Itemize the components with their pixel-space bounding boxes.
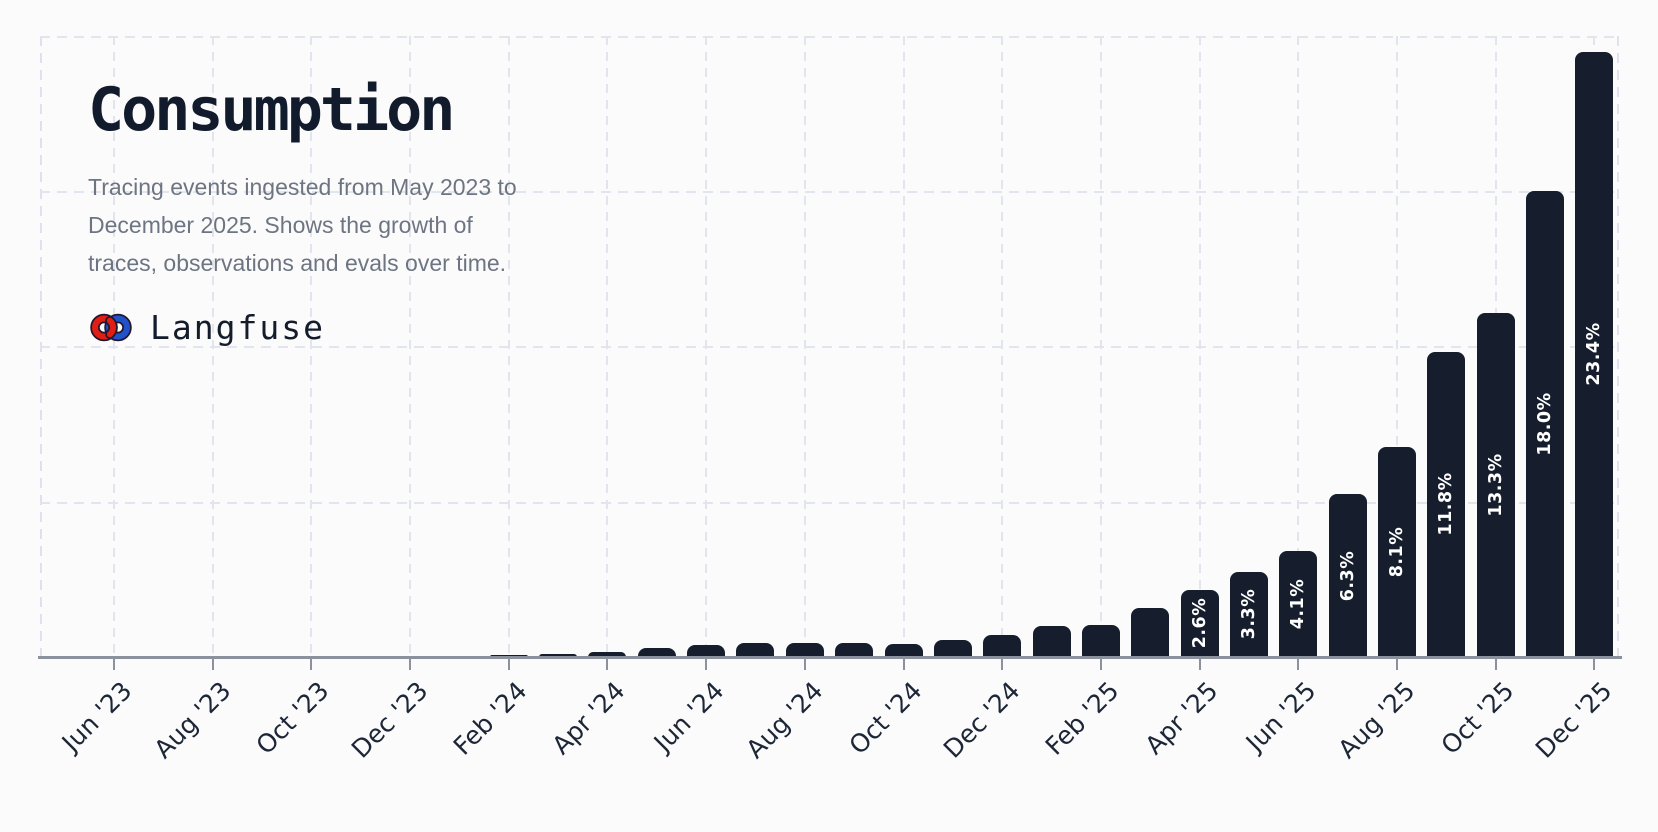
subtitle-line-2: December 2025. Shows the growth of [88, 212, 473, 238]
page-title: Consumption [88, 75, 455, 145]
bar-value-label: 8.1% [1386, 526, 1407, 578]
bar-value-label: 2.6% [1189, 598, 1210, 649]
bar-Aug-24[interactable] [785, 642, 824, 657]
bar-Oct-24[interactable] [884, 644, 923, 657]
bar-value-label: 13.3% [1485, 453, 1506, 517]
bar-value-label: 18.0% [1534, 392, 1555, 456]
x-axis-tick [310, 657, 313, 670]
x-axis-tick [1593, 657, 1596, 670]
x-tick-label: Jun '23 [56, 676, 138, 758]
x-tick-label: Jun '25 [1240, 676, 1322, 758]
bar-Jan-25[interactable] [1032, 625, 1071, 657]
bar-Jul-25[interactable]: 6.3% [1328, 494, 1367, 657]
bar-Mar-24[interactable] [539, 654, 578, 657]
x-axis-tick [1099, 657, 1102, 670]
bar-value-label: 6.3% [1337, 550, 1358, 601]
bar-Sep-25[interactable]: 11.8% [1427, 351, 1466, 657]
gridline-h-18pct [40, 191, 1619, 193]
x-tick-label: Apr '24 [546, 676, 631, 761]
x-tick-label: Apr '25 [1139, 676, 1224, 761]
x-tick-label: Feb '25 [1039, 676, 1125, 761]
x-tick-label: Aug '25 [1332, 676, 1421, 765]
x-axis-tick [1395, 657, 1398, 670]
bar-value-label: 11.8% [1436, 472, 1457, 536]
bar-Mar-25[interactable] [1131, 607, 1170, 657]
bar-Nov-24[interactable] [933, 640, 972, 657]
bar-Jul-24[interactable] [736, 642, 775, 657]
x-axis-tick [113, 657, 116, 670]
bar-Jun-24[interactable] [687, 645, 726, 657]
gridline-h-12pct [40, 346, 1619, 348]
x-tick-label: Oct '24 [842, 676, 928, 761]
subtitle-line-1: Tracing events ingested from May 2023 to [88, 174, 517, 200]
x-axis-tick [705, 657, 708, 670]
bar-Sep-24[interactable] [835, 642, 874, 657]
x-axis-tick [1001, 657, 1004, 670]
x-axis-tick [507, 657, 510, 670]
chart-subtitle: Tracing events ingested from May 2023 to… [88, 168, 517, 282]
gridline-h-6pct [40, 502, 1619, 504]
bar-value-label: 4.1% [1288, 578, 1309, 630]
x-tick-label: Dec '23 [345, 676, 434, 764]
bar-Nov-25[interactable]: 18.0% [1525, 191, 1564, 657]
x-axis-line [38, 656, 1622, 659]
plot-border-top [40, 36, 1619, 38]
x-axis-tick [1297, 657, 1300, 670]
x-axis-tick [902, 657, 905, 670]
x-axis-tick [1198, 657, 1201, 670]
plot-area: Jun '23 Aug '23 Oct '23 Dec '23 Feb '24 Apr '… [38, 36, 1622, 764]
bar-May-24[interactable] [637, 647, 676, 657]
x-axis-tick [803, 657, 806, 670]
x-tick-label: Jun '24 [648, 676, 730, 758]
x-tick-label: Aug '24 [740, 676, 829, 765]
x-axis-tick [1494, 657, 1497, 670]
bar-Apr-25[interactable]: 2.6% [1180, 589, 1219, 657]
x-tick-label: Oct '25 [1435, 676, 1520, 761]
bar-Oct-25[interactable]: 13.3% [1476, 312, 1515, 657]
x-tick-label: Dec '25 [1530, 676, 1618, 764]
brand-name: Langfuse [150, 308, 325, 347]
bar-Dec-25[interactable]: 23.4% [1575, 51, 1614, 657]
x-tick-label: Feb '24 [447, 676, 533, 761]
x-axis-tick [606, 657, 609, 670]
bar-Jun-25[interactable]: 4.1% [1279, 550, 1318, 657]
x-tick-label: Aug '23 [148, 676, 237, 765]
langfuse-knot-icon [88, 309, 134, 346]
x-tick-label: Dec '24 [938, 676, 1026, 764]
x-tick-label: Oct '23 [250, 676, 335, 761]
bar-Aug-25[interactable]: 8.1% [1377, 447, 1416, 657]
subtitle-line-3: traces, observations and evals over time… [88, 250, 507, 276]
bar-Dec-24[interactable] [983, 635, 1022, 657]
bar-May-25[interactable]: 3.3% [1229, 571, 1268, 657]
chart-header: Consumption Tracing events ingested from… [88, 80, 517, 347]
x-axis-tick [211, 657, 214, 670]
bar-Apr-24[interactable] [588, 651, 627, 657]
x-axis-tick [409, 657, 412, 670]
bar-value-label: 23.4% [1584, 322, 1605, 386]
bar-value-label: 3.3% [1238, 589, 1259, 640]
bar-Feb-25[interactable] [1081, 624, 1120, 657]
brand-row: Langfuse [88, 308, 517, 347]
